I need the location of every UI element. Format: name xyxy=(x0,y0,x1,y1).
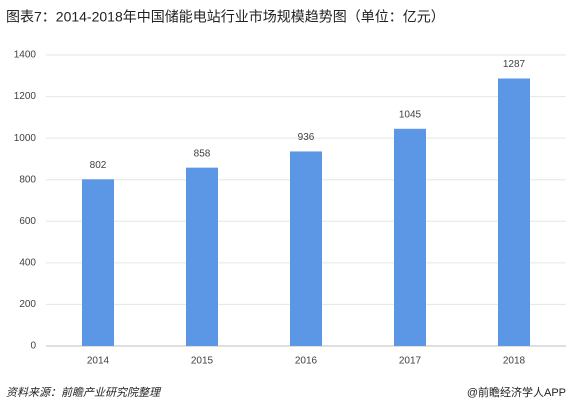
bar xyxy=(290,151,322,346)
bar xyxy=(394,128,426,346)
x-tick-label: 2018 xyxy=(503,356,526,367)
value-label: 936 xyxy=(298,132,315,143)
y-tick-label: 1000 xyxy=(14,133,37,144)
source-note: 资料来源：前瞻产业研究院整理 xyxy=(6,386,162,399)
credit: @前瞻经济学人APP xyxy=(467,385,566,399)
y-tick-label: 0 xyxy=(30,341,36,352)
y-tick-label: 800 xyxy=(19,174,36,185)
bar xyxy=(498,78,530,346)
y-tick-label: 400 xyxy=(19,257,36,268)
x-tick-label: 2016 xyxy=(295,356,318,367)
chart-title: 图表7：2014-2018年中国储能电站行业市场规模趋势图（单位：亿元） xyxy=(6,9,445,25)
y-tick-label: 200 xyxy=(19,299,36,310)
y-tick-label: 1200 xyxy=(14,91,37,102)
x-tick-label: 2017 xyxy=(399,356,422,367)
value-label: 1045 xyxy=(399,109,422,120)
x-tick-label: 2015 xyxy=(191,356,214,367)
y-tick-label: 600 xyxy=(19,216,36,227)
value-label: 802 xyxy=(90,160,107,171)
value-label: 1287 xyxy=(503,59,526,70)
x-tick-label: 2014 xyxy=(87,356,110,367)
y-tick-label: 1400 xyxy=(14,50,37,61)
value-label: 858 xyxy=(194,148,211,159)
bar xyxy=(82,179,114,346)
bar xyxy=(186,167,218,346)
